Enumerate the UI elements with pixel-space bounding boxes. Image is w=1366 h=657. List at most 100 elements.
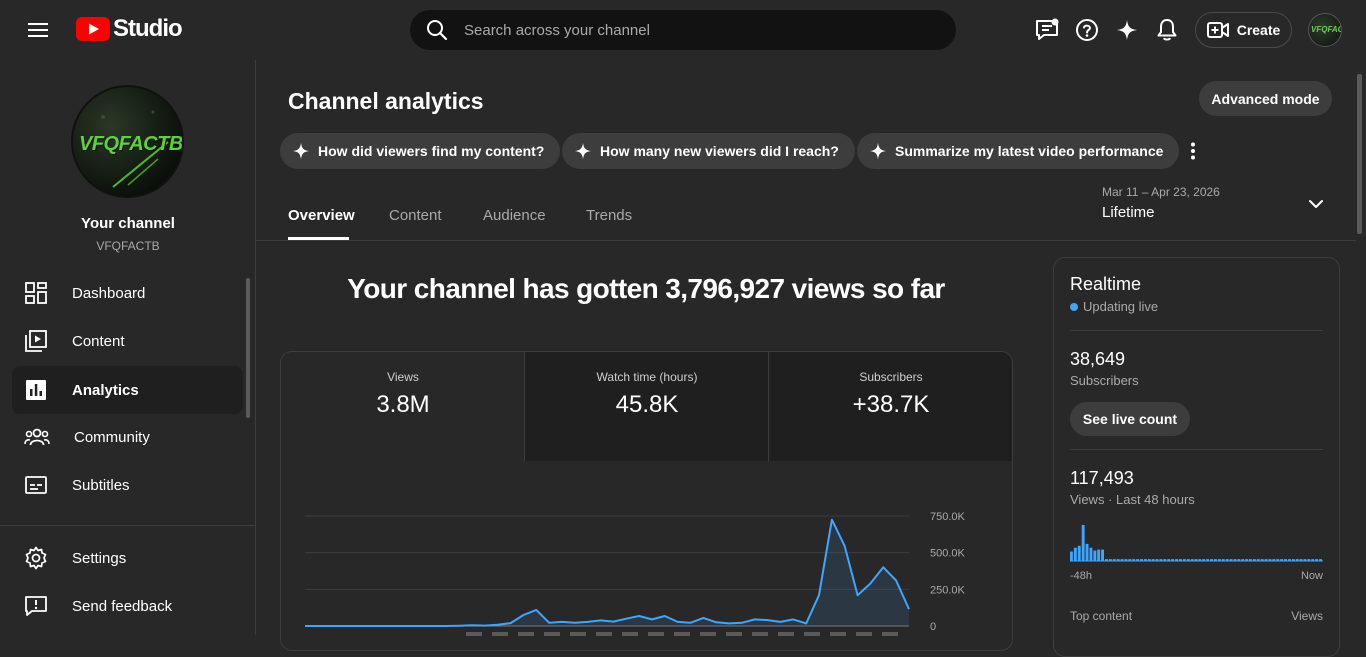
realtime-bar[interactable] <box>1147 559 1151 561</box>
realtime-bar[interactable] <box>1202 559 1206 561</box>
realtime-bar[interactable] <box>1128 559 1132 561</box>
feedback-chat-icon[interactable] <box>1032 15 1062 45</box>
realtime-bar[interactable] <box>1210 559 1213 561</box>
realtime-bar[interactable] <box>1105 559 1108 561</box>
create-button[interactable]: Create <box>1195 12 1292 48</box>
menu-icon[interactable] <box>22 14 54 46</box>
suggestion-chip[interactable]: How many new viewers did I reach? <box>562 133 855 169</box>
video-marker[interactable] <box>726 632 742 636</box>
video-marker[interactable] <box>596 632 612 636</box>
video-marker[interactable] <box>518 632 534 636</box>
sidebar-item-subtitles[interactable]: Subtitles <box>12 461 243 509</box>
more-options-icon[interactable] <box>1181 137 1205 165</box>
realtime-bar[interactable] <box>1186 559 1190 561</box>
video-marker[interactable] <box>700 632 716 636</box>
sidebar-item-send-feedback[interactable]: Send feedback <box>12 582 243 630</box>
realtime-bar[interactable] <box>1194 559 1198 561</box>
video-marker[interactable] <box>544 632 560 636</box>
realtime-bar[interactable] <box>1249 559 1252 561</box>
realtime-bar[interactable] <box>1288 559 1291 561</box>
sidebar-item-settings[interactable]: Settings <box>12 534 243 582</box>
tab-trends[interactable]: Trends <box>586 207 633 224</box>
realtime-bar[interactable] <box>1070 551 1073 562</box>
realtime-bar[interactable] <box>1229 559 1233 561</box>
realtime-bar[interactable] <box>1093 550 1097 561</box>
realtime-bar[interactable] <box>1245 559 1249 561</box>
realtime-bar[interactable] <box>1101 549 1104 561</box>
suggestion-chip[interactable]: Summarize my latest video performance <box>857 133 1180 169</box>
sidebar-item-dashboard[interactable]: Dashboard <box>12 269 243 317</box>
realtime-bar[interactable] <box>1241 559 1245 561</box>
realtime-bar[interactable] <box>1268 559 1272 561</box>
advanced-mode-button[interactable]: Advanced mode <box>1199 81 1332 116</box>
tab-overview[interactable]: Overview <box>288 207 355 224</box>
realtime-bar[interactable] <box>1295 559 1299 561</box>
realtime-bar[interactable] <box>1299 559 1303 561</box>
sidebar-item-community[interactable]: Community <box>12 413 243 461</box>
realtime-bar[interactable] <box>1085 543 1089 561</box>
metric-tab-watch-time[interactable]: Watch time (hours) 45.8K <box>525 352 769 461</box>
realtime-bar[interactable] <box>1155 559 1159 561</box>
video-marker[interactable] <box>804 632 820 636</box>
realtime-bar[interactable] <box>1120 559 1124 561</box>
realtime-bar[interactable] <box>1097 549 1101 561</box>
realtime-bar[interactable] <box>1319 559 1322 561</box>
realtime-bar[interactable] <box>1151 559 1155 561</box>
realtime-bar[interactable] <box>1108 559 1112 561</box>
realtime-bar[interactable] <box>1225 559 1229 561</box>
date-selection[interactable]: Lifetime <box>1102 204 1155 221</box>
realtime-bar[interactable] <box>1315 559 1319 561</box>
realtime-bar[interactable] <box>1237 559 1241 561</box>
realtime-bar[interactable] <box>1206 559 1210 561</box>
realtime-bar[interactable] <box>1252 559 1256 561</box>
realtime-bar[interactable] <box>1233 559 1237 561</box>
realtime-bar[interactable] <box>1179 559 1182 561</box>
video-marker[interactable] <box>882 632 898 636</box>
realtime-bar[interactable] <box>1272 559 1276 561</box>
realtime-bar[interactable] <box>1081 525 1085 561</box>
main-scrollbar[interactable] <box>1357 74 1362 234</box>
realtime-bar[interactable] <box>1136 559 1140 561</box>
realtime-bar[interactable] <box>1175 559 1178 561</box>
realtime-bar[interactable] <box>1124 559 1128 561</box>
realtime-bar[interactable] <box>1221 559 1225 561</box>
realtime-bar[interactable] <box>1159 559 1163 561</box>
realtime-bar[interactable] <box>1089 547 1093 561</box>
search-input[interactable] <box>464 21 924 39</box>
realtime-bar[interactable] <box>1307 559 1311 561</box>
realtime-bar[interactable] <box>1112 559 1116 561</box>
realtime-bar[interactable] <box>1214 559 1217 561</box>
account-avatar[interactable]: VFQFACTB <box>1308 13 1342 47</box>
video-marker[interactable] <box>778 632 794 636</box>
realtime-bar[interactable] <box>1140 559 1143 561</box>
video-marker[interactable] <box>648 632 664 636</box>
realtime-bar[interactable] <box>1116 559 1120 561</box>
realtime-bar[interactable] <box>1163 559 1167 561</box>
realtime-bar[interactable] <box>1311 559 1315 561</box>
tab-content[interactable]: Content <box>389 207 442 224</box>
series-line[interactable] <box>305 518 910 627</box>
realtime-bar[interactable] <box>1284 559 1287 561</box>
sidebar-item-content[interactable]: Content <box>12 317 243 365</box>
realtime-bar[interactable] <box>1264 559 1268 561</box>
realtime-bar[interactable] <box>1167 559 1171 561</box>
metric-tab-views[interactable]: Views 3.8M <box>281 352 525 461</box>
realtime-bar[interactable] <box>1291 559 1295 561</box>
realtime-bar[interactable] <box>1077 545 1081 561</box>
realtime-bar[interactable] <box>1198 559 1202 561</box>
sparkle-icon[interactable] <box>1112 15 1142 45</box>
tab-audience[interactable]: Audience <box>483 207 546 224</box>
sidebar-item-analytics[interactable]: Analytics <box>12 366 243 414</box>
sidebar-scrollbar[interactable] <box>246 278 250 418</box>
video-marker[interactable] <box>752 632 768 636</box>
suggestion-chip[interactable]: How did viewers find my content? <box>280 133 561 169</box>
realtime-bar[interactable] <box>1260 559 1264 561</box>
metric-tab-subscribers[interactable]: Subscribers +38.7K <box>769 352 1012 461</box>
realtime-bar[interactable] <box>1276 559 1280 561</box>
help-icon[interactable] <box>1072 15 1102 45</box>
realtime-bar[interactable] <box>1256 559 1260 561</box>
realtime-bar[interactable] <box>1190 559 1194 561</box>
video-marker[interactable] <box>622 632 638 636</box>
video-marker[interactable] <box>830 632 846 636</box>
realtime-bar[interactable] <box>1073 547 1077 561</box>
